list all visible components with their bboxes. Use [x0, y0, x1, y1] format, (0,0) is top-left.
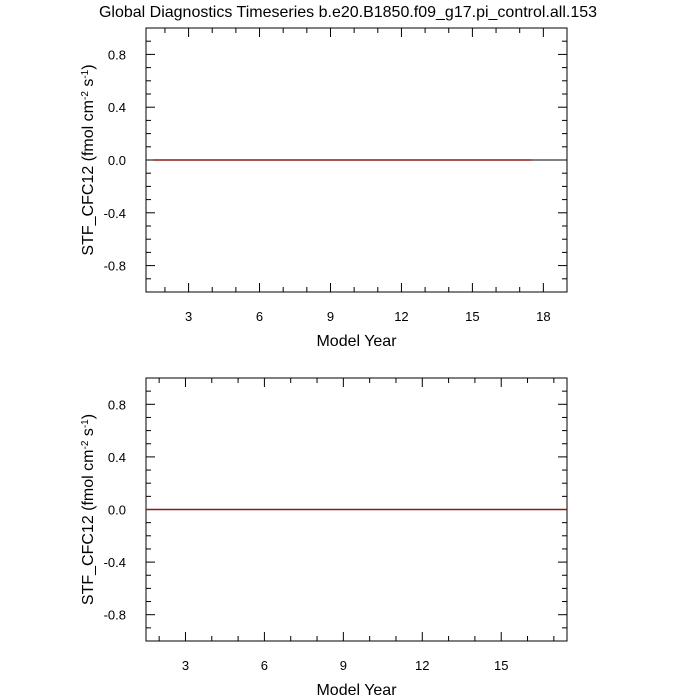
x-tick-label: 9 [340, 658, 347, 673]
y-axis-label-part: ) [80, 414, 97, 419]
y-axis-label-part: -2 [80, 440, 91, 449]
y-tick-label: -0.8 [104, 608, 126, 623]
x-axis-label: Model Year [316, 682, 397, 699]
y-axis-label: STF_CFC12 (fmol cm-2 s-1) [80, 414, 98, 605]
y-axis-label: STF_CFC12 (fmol cm-2 s-1) [80, 64, 98, 255]
x-tick-label: 9 [327, 309, 334, 324]
x-tick-label: 18 [536, 309, 550, 324]
chart-panel-bottom: 3 6 9 12 15 -0.8 -0.4 0.0 0.4 0.8 Model Year STF_CF… [80, 377, 568, 699]
y-axis-label-part: s [80, 79, 97, 91]
x-tick-label: 12 [415, 658, 429, 673]
y-tick-label: 0.8 [108, 47, 126, 62]
x-tick-label: 3 [185, 309, 192, 324]
y-axis-label-part: ) [80, 64, 97, 69]
y-axis-label-part: -1 [80, 69, 91, 78]
y-tick-label: -0.8 [104, 259, 126, 274]
y-tick-label: 0.0 [108, 153, 126, 168]
y-tick-label: 0.8 [108, 397, 126, 412]
x-tick-label: 12 [394, 309, 408, 324]
y-axis-label-part: STF_CFC12 (fmol cm [80, 450, 97, 606]
chart-panel-top: 3 6 9 12 15 18 -0.8 -0.4 0.0 0.4 0.8 Model Year STF_… [80, 27, 568, 350]
x-axis-label: Model Year [316, 333, 397, 350]
x-tick-label: 3 [182, 658, 189, 673]
x-tick-label: 15 [465, 309, 479, 324]
y-tick-label: -0.4 [104, 206, 126, 221]
y-axis-label-part: -2 [80, 91, 91, 100]
y-tick-label: 0.4 [108, 100, 126, 115]
y-axis-label-part: s [80, 428, 97, 440]
y-tick-label: -0.4 [104, 555, 126, 570]
y-axis-label-part: -1 [80, 419, 91, 428]
figure-title: Global Diagnostics Timeseries b.e20.B185… [99, 4, 597, 21]
y-tick-label: 0.4 [108, 450, 126, 465]
x-tick-label: 6 [256, 309, 263, 324]
y-tick-label: 0.0 [108, 503, 126, 518]
x-tick-label: 15 [494, 658, 508, 673]
y-axis-label-part: STF_CFC12 (fmol cm [80, 100, 97, 256]
x-tick-label: 6 [261, 658, 268, 673]
